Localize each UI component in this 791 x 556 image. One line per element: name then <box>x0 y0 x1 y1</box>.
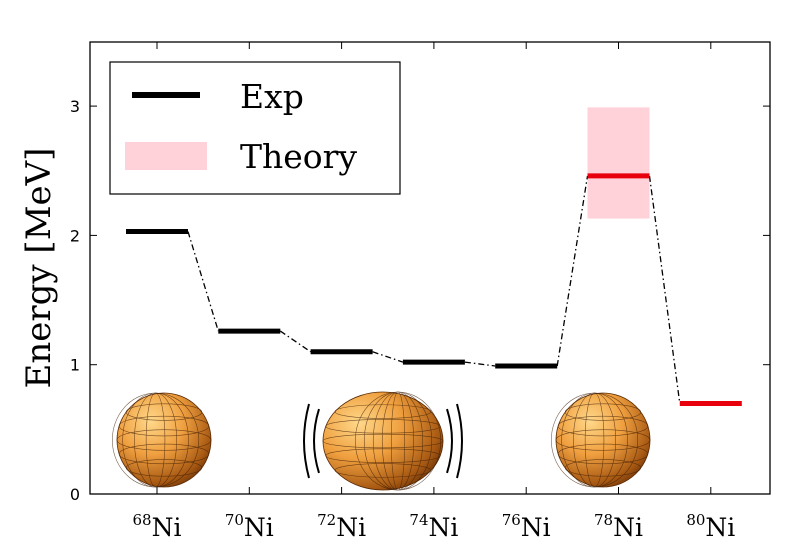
x-tick-element: Ni <box>521 513 551 542</box>
latitude-line <box>334 463 432 478</box>
y-axis-label: Energy [MeV] <box>19 148 59 389</box>
vibration-arc-left <box>303 403 310 479</box>
legend-theory-swatch <box>125 142 207 170</box>
legend: Exp Theory <box>109 61 401 195</box>
latitude-line <box>118 415 210 437</box>
nucleus-body <box>555 392 651 488</box>
y-tick-label: 3 <box>70 97 80 116</box>
connector-line <box>279 330 311 353</box>
x-tick-mass-number: 68 <box>133 511 152 529</box>
theory-uncertainty-band <box>587 107 650 219</box>
connector-line <box>187 231 219 332</box>
x-tick-label: 68Ni <box>133 511 182 542</box>
latitude-line <box>118 443 210 465</box>
latitude-line <box>325 448 441 463</box>
longitude-line <box>111 392 200 488</box>
nucleus-body <box>322 391 444 491</box>
latitude-line <box>334 404 432 419</box>
latitude-line <box>557 415 649 437</box>
legend-theory-label: Theory <box>240 137 357 176</box>
y-axis-ticks: 0 1 2 3 <box>70 97 770 504</box>
y-tick-label: 0 <box>70 485 80 504</box>
x-tick-element: Ni <box>613 513 643 542</box>
x-tick-label: 70Ni <box>225 511 274 542</box>
plot-frame <box>89 41 771 495</box>
x-tick-label: 80Ni <box>686 511 735 542</box>
latitude-line <box>325 419 441 434</box>
y-tick-label: 2 <box>70 226 80 245</box>
x-tick-mass-number: 76 <box>502 511 521 529</box>
longitude-line <box>550 392 639 488</box>
vibrating-deformed-nucleus <box>303 391 463 491</box>
vibration-arc-left <box>313 408 320 474</box>
nucleus-wireframe <box>550 392 651 488</box>
spherical-nucleus-68 <box>111 392 212 488</box>
x-tick-label: 72Ni <box>317 511 366 542</box>
x-tick-mass-number: 72 <box>317 511 336 529</box>
y-tick-label: 1 <box>70 356 80 375</box>
x-tick-label: 76Ni <box>502 511 551 542</box>
connector-line <box>464 361 496 367</box>
latitude-line <box>557 443 649 465</box>
x-tick-element: Ni <box>244 513 274 542</box>
latitude-line <box>555 429 651 451</box>
x-tick-mass-number: 78 <box>594 511 613 529</box>
connector-line <box>556 175 589 367</box>
connector-line <box>372 351 404 363</box>
energy-levels <box>126 173 742 406</box>
latitude-line <box>116 429 212 451</box>
x-tick-label: 74Ni <box>409 511 458 542</box>
longitude-line <box>354 391 442 491</box>
x-tick-element: Ni <box>152 513 182 542</box>
spherical-nucleus-78 <box>550 392 651 488</box>
nucleus-body <box>116 392 212 488</box>
x-tick-element: Ni <box>705 513 735 542</box>
vibration-arc-right <box>456 403 463 479</box>
nucleus-wireframe <box>322 391 444 491</box>
nucleus-wireframe <box>111 392 212 488</box>
legend-exp-label: Exp <box>240 77 304 116</box>
vibration-arc-right <box>446 408 453 474</box>
connector-lines <box>187 175 681 404</box>
x-tick-element: Ni <box>336 513 366 542</box>
connector-line <box>648 175 681 404</box>
x-tick-mass-number: 70 <box>225 511 244 529</box>
theory-bands <box>587 107 650 219</box>
x-tick-label: 78Ni <box>594 511 643 542</box>
x-tick-mass-number: 74 <box>409 511 428 529</box>
x-axis-ticks: 68Ni 70Ni 72Ni 74Ni 76Ni 78Ni 80Ni <box>133 42 735 542</box>
vibration-arcs <box>303 403 463 479</box>
x-tick-mass-number: 80 <box>686 511 705 529</box>
nucleus-illustrations <box>111 391 651 491</box>
legend-frame <box>109 61 401 195</box>
latitude-line <box>322 433 444 449</box>
x-tick-element: Ni <box>429 513 459 542</box>
